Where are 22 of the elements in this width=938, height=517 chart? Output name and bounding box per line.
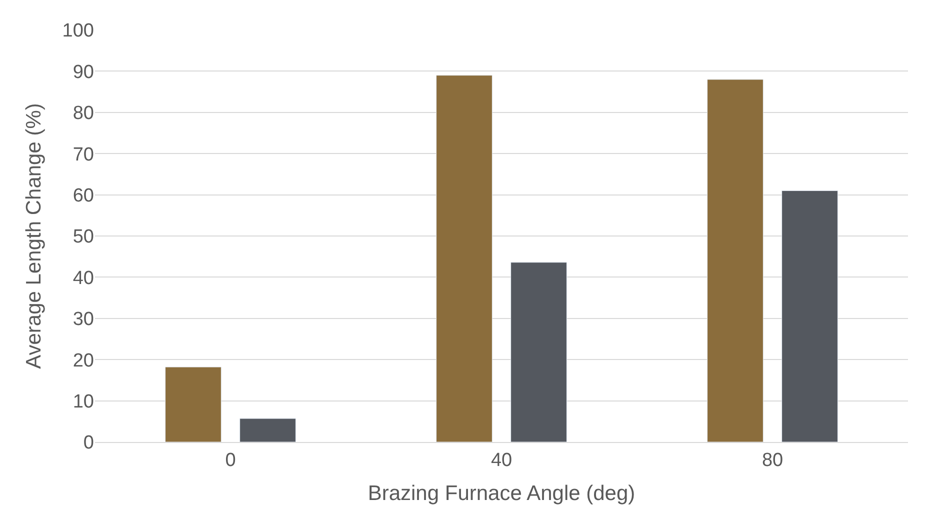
y-tick-label: 60 bbox=[72, 185, 94, 206]
y-tick-label: 90 bbox=[72, 62, 94, 83]
x-axis-title: Brazing Furnace Angle (deg) bbox=[368, 482, 636, 505]
y-tick-label: 0 bbox=[83, 432, 94, 454]
y-tick-label: 20 bbox=[72, 350, 94, 372]
y-tick-label: 40 bbox=[72, 268, 94, 289]
y-tick-label: 80 bbox=[72, 103, 94, 124]
y-tick-label: 100 bbox=[62, 20, 94, 42]
y-tick-label: 50 bbox=[72, 226, 94, 248]
x-tick-label: 80 bbox=[762, 450, 784, 471]
y-tick-label: 10 bbox=[72, 391, 94, 412]
x-tick-label: 40 bbox=[490, 450, 512, 471]
bar bbox=[782, 190, 838, 442]
y-tick-label: 30 bbox=[72, 309, 94, 330]
bar bbox=[240, 418, 296, 442]
y-tick-label: 70 bbox=[72, 144, 94, 166]
bar bbox=[707, 79, 764, 442]
y-axis-title: Average Length Change (%) bbox=[22, 103, 46, 369]
bar bbox=[165, 366, 222, 442]
bar bbox=[436, 75, 492, 442]
bar bbox=[510, 262, 567, 442]
x-tick-label: 0 bbox=[225, 450, 236, 471]
